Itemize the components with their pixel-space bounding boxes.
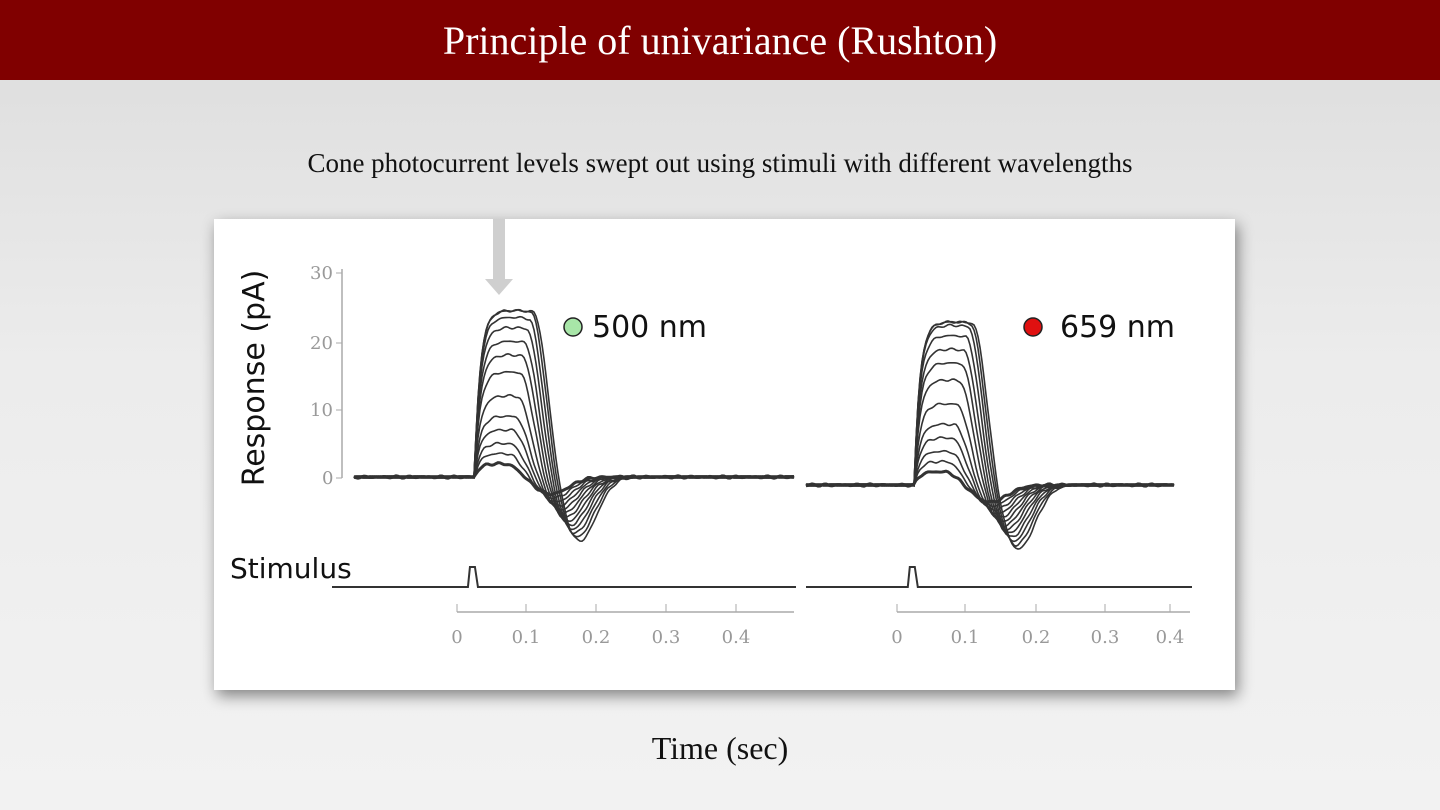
x-tick-label: 0.4 [1156,627,1185,648]
x-tick-label: 0.2 [582,627,611,648]
response-trace [353,325,795,531]
legend-label-500nm: 500 nm [592,310,707,345]
y-axis-label: Response (pA) [237,270,272,487]
x-tick-label: 0.1 [512,627,541,648]
panel-500nm [332,308,796,588]
x-tick-label: 0 [451,627,462,648]
figure-card: 30 20 10 0 Response (pA) 500 nm 659 nm S… [214,219,1235,690]
y-tick-label: 10 [310,400,333,421]
response-trace [353,441,794,503]
x-tick-label: 0.3 [1091,627,1120,648]
x-tick-label: 0 [891,627,902,648]
y-tick-label: 0 [322,468,333,489]
y-tick-label: 20 [310,333,333,354]
response-trace [353,308,795,538]
panel-659nm [805,320,1192,588]
photocurrent-figure: 30 20 10 0 Response (pA) 500 nm 659 nm S… [230,219,1192,648]
legend-marker-500nm [563,317,583,337]
legend-label-659nm: 659 nm [1060,310,1175,345]
response-trace [805,320,1175,550]
stimulus-trace [806,566,1192,588]
time-axis-label: Time (sec) [651,730,789,766]
x-tick-label: 0.1 [951,627,980,648]
response-trace [805,378,1175,528]
x-tick-label: 0.4 [722,627,751,648]
response-trace [353,308,795,543]
x-tick-label: 0.3 [652,627,681,648]
highlight-arrow [485,219,513,295]
y-axis: 30 20 10 0 [310,263,343,489]
x-axis-left: 0 0.1 0.2 0.3 0.4 [451,604,794,648]
stimulus-trace [332,566,796,588]
stimulus-label: Stimulus [230,552,352,585]
x-axis-right: 0 0.1 0.2 0.3 0.4 [891,604,1190,648]
response-trace [353,428,795,507]
slide-title: Principle of univariance (Rushton) [0,0,1440,80]
slide-subtitle: Cone photocurrent levels swept out using… [307,148,1133,178]
response-trace [805,422,1174,519]
x-tick-label: 0.2 [1022,627,1051,648]
legend-marker-659nm [1023,317,1043,337]
y-tick-label: 30 [310,263,333,284]
response-trace [353,340,795,527]
